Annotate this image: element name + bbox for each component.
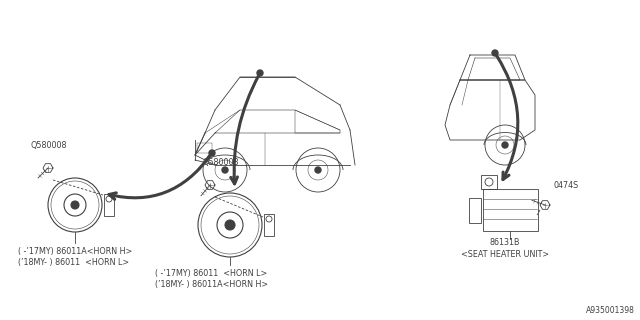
Bar: [197, 143, 212, 153]
Bar: [264, 214, 274, 236]
Text: ( -’17MY) 86011A<HORN H>: ( -’17MY) 86011A<HORN H>: [18, 247, 132, 256]
Circle shape: [222, 167, 228, 173]
Text: (’18MY- ) 86011A<HORN H>: (’18MY- ) 86011A<HORN H>: [155, 280, 268, 289]
Circle shape: [315, 167, 321, 173]
Text: 86131B: 86131B: [490, 238, 520, 247]
Text: ( -’17MY) 86011  <HORN L>: ( -’17MY) 86011 <HORN L>: [155, 269, 268, 278]
Circle shape: [492, 50, 498, 56]
Circle shape: [71, 201, 79, 209]
Text: A935001398: A935001398: [586, 306, 635, 315]
Text: Q580008: Q580008: [202, 158, 239, 167]
Circle shape: [502, 142, 508, 148]
Bar: [104, 194, 114, 216]
Bar: [481, 175, 497, 189]
Bar: [483, 189, 538, 231]
Text: <SEAT HEATER UNIT>: <SEAT HEATER UNIT>: [461, 250, 549, 259]
Circle shape: [209, 150, 215, 156]
Circle shape: [257, 70, 263, 76]
Bar: [469, 198, 481, 223]
Text: Q580008: Q580008: [30, 141, 67, 150]
Circle shape: [225, 220, 235, 230]
Text: 0474S: 0474S: [553, 181, 579, 190]
Text: (’18MY- ) 86011  <HORN L>: (’18MY- ) 86011 <HORN L>: [18, 258, 129, 267]
